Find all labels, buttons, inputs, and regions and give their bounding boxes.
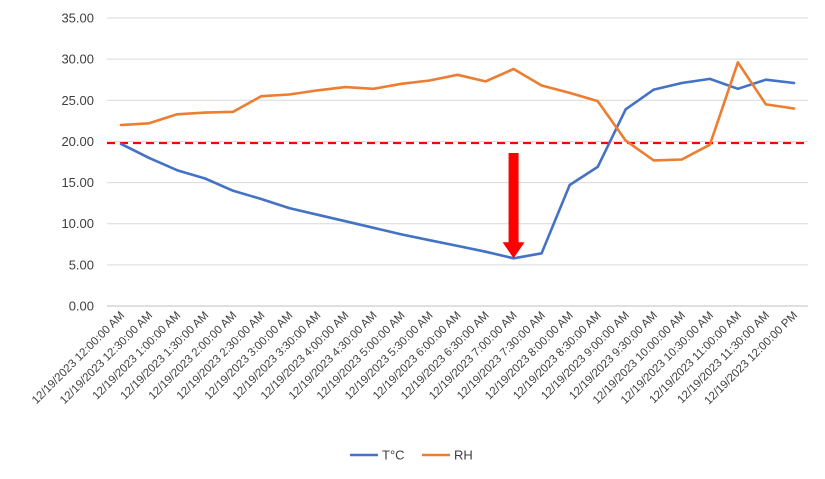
data-point <box>792 107 796 110</box>
y-tick-label: 25.00 <box>61 93 94 108</box>
data-point <box>736 61 740 64</box>
data-point <box>624 139 627 142</box>
data-point <box>680 81 684 85</box>
data-point <box>708 143 712 146</box>
data-point <box>288 93 291 96</box>
data-point <box>147 156 151 160</box>
data-point <box>175 113 179 116</box>
data-point <box>596 99 599 103</box>
data-point <box>428 79 431 82</box>
data-point <box>231 189 235 192</box>
series-group <box>119 61 796 260</box>
data-point <box>372 226 375 230</box>
data-point <box>231 110 235 114</box>
data-point <box>764 78 768 81</box>
data-point <box>484 80 487 83</box>
data-point <box>540 84 543 87</box>
data-point <box>596 165 599 169</box>
data-point <box>428 238 431 242</box>
data-point <box>792 81 796 85</box>
data-point <box>203 177 207 180</box>
data-point <box>680 158 684 161</box>
legend: T°C RH <box>350 448 473 463</box>
data-point <box>484 250 487 253</box>
data-point <box>456 73 459 76</box>
data-point <box>652 88 655 91</box>
y-tick-label: 5.00 <box>69 257 94 272</box>
data-point <box>456 244 459 248</box>
data-point <box>344 220 347 223</box>
data-point <box>512 67 515 71</box>
legend-label: RH <box>454 448 473 463</box>
y-tick-label: 0.00 <box>69 299 94 314</box>
data-point <box>316 213 319 216</box>
data-point <box>764 103 768 106</box>
data-point <box>119 123 123 127</box>
data-point <box>175 169 179 172</box>
y-tick-label: 15.00 <box>61 175 94 190</box>
series-line-temperature <box>119 77 796 260</box>
data-point <box>400 233 403 236</box>
y-tick-label: 30.00 <box>61 52 94 67</box>
data-point <box>568 183 571 187</box>
y-tick-label: 35.00 <box>61 11 94 26</box>
series-line-rh <box>119 61 796 162</box>
data-point <box>147 122 151 125</box>
annotation-group <box>502 152 525 259</box>
data-point <box>288 206 291 210</box>
data-point <box>736 87 740 90</box>
y-tick-label: 20.00 <box>61 134 94 149</box>
y-tick-label: 10.00 <box>61 216 94 231</box>
data-point <box>344 85 347 89</box>
data-point <box>260 94 263 98</box>
data-point <box>708 77 712 81</box>
data-point <box>372 87 375 90</box>
data-point <box>652 159 655 162</box>
data-point <box>316 89 319 92</box>
y-axis-tick-labels: 0.00 5.00 10.00 15.00 20.00 25.00 30.00 35.00 <box>61 11 94 314</box>
data-point <box>568 91 571 95</box>
data-point <box>203 111 207 114</box>
red-down-arrow <box>502 152 525 259</box>
data-point <box>119 142 123 146</box>
data-point <box>624 108 627 111</box>
data-point <box>400 82 403 86</box>
gridlines <box>107 17 808 307</box>
legend-label: T°C <box>382 448 405 463</box>
data-point <box>260 197 263 201</box>
data-point <box>540 252 543 255</box>
